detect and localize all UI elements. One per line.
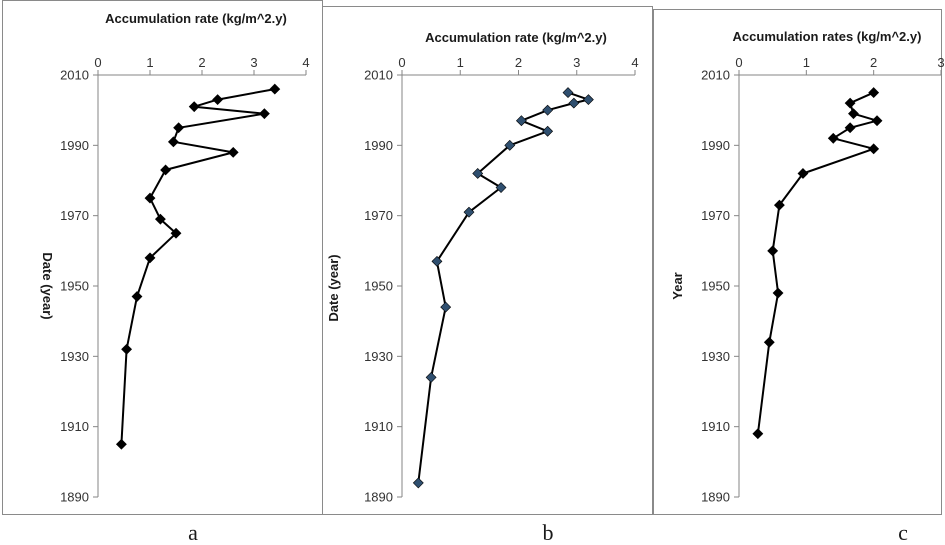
- panel-a-data-point: [115, 438, 127, 450]
- panel-a-data-point: [188, 101, 200, 113]
- panel-a-data-point: [154, 213, 166, 225]
- panel-b: Accumulation rate (kg/m^2.y) Date (year)…: [322, 6, 653, 545]
- panel-a-y-axis-title: Date (year): [40, 252, 55, 319]
- panel-a-data-point: [144, 192, 156, 204]
- panel-c-x-tick-label: 2: [870, 55, 877, 70]
- panel-b-y-tick-label: 1890: [364, 490, 393, 505]
- panel-b-data-point: [542, 104, 554, 116]
- panel-a-y-tick-label: 1950: [60, 279, 89, 294]
- panel-a-caption: a: [188, 520, 198, 545]
- panel-a-y-tick-label: 1990: [60, 138, 89, 153]
- panel-a-x-tick-label: 3: [250, 55, 257, 70]
- panel-c-caption: c: [898, 520, 908, 545]
- panel-c-x-tick-label: 3: [937, 55, 944, 70]
- panel-c-y-tick-label: 1950: [701, 279, 730, 294]
- panel-a-x-tick-label: 0: [94, 55, 101, 70]
- panel-c-frame: [653, 9, 942, 515]
- panel-b-data-point: [568, 97, 580, 109]
- panel-b-data-point: [504, 139, 516, 151]
- panel-b-x-tick-label: 0: [398, 55, 405, 70]
- panel-a: Accumulation rate (kg/m^2.y) Date (year)…: [2, 0, 323, 545]
- panel-b-data-point: [412, 477, 424, 489]
- panel-b-x-tick-label: 3: [573, 55, 580, 70]
- panel-b-y-tick-label: 1970: [364, 208, 393, 223]
- panel-b-data-point: [542, 125, 554, 137]
- panel-a-data-point: [170, 227, 182, 239]
- panel-c-x-tick-label: 1: [803, 55, 810, 70]
- panel-a-data-point: [167, 136, 179, 148]
- panel-c-data-point: [868, 87, 880, 99]
- panel-b-data-point: [562, 87, 574, 99]
- panel-b-x-tick-label: 2: [515, 55, 522, 70]
- panel-c-y-tick-label: 1930: [701, 349, 730, 364]
- panel-b-frame: [322, 6, 653, 515]
- panel-a-x-axis-title: Accumulation rate (kg/m^2.y): [105, 11, 287, 26]
- panel-a-data-point: [160, 164, 172, 176]
- panel-a-plot-area: 0 1 2 3 4 2010 1990 1970 1950 1930 1910 1890: [60, 55, 310, 505]
- panel-b-data-point: [582, 94, 594, 106]
- panel-c-y-tick-label: 1910: [701, 419, 730, 434]
- panel-b-data-point: [515, 115, 527, 127]
- panel-a-data-point: [131, 291, 143, 302]
- panel-b-data-point: [463, 206, 475, 218]
- panel-a-data-point: [121, 343, 133, 355]
- panel-b-caption: b: [543, 520, 554, 545]
- panel-b-data-point: [472, 168, 484, 179]
- panel-c-data-point: [868, 143, 880, 155]
- panel-a-data-point: [144, 252, 156, 264]
- panel-c: Accumulation rates (kg/m^2.y) Year c 0 1 2…: [653, 9, 945, 545]
- panel-b-y-tick-label: 1950: [364, 279, 393, 294]
- panel-c-data-point: [848, 108, 859, 120]
- panel-c-data-point: [844, 97, 856, 109]
- panel-c-data-point: [827, 132, 839, 144]
- panel-a-x-tick-label: 1: [146, 55, 153, 70]
- panel-c-data-point: [763, 336, 775, 348]
- panel-b-data-point: [425, 372, 437, 383]
- panel-a-data-point: [212, 94, 224, 106]
- panel-a-y-tick-label: 1930: [60, 349, 89, 364]
- panel-b-plot-area: 0 1 2 3 4 2010 1990 1970 1950 1930 1910 1890: [364, 55, 639, 505]
- panel-a-y-tick-label: 1890: [60, 490, 89, 505]
- panel-a-data-point: [269, 83, 281, 95]
- panel-b-data-point: [440, 301, 452, 313]
- panel-c-data-point: [773, 199, 785, 211]
- panel-b-series-line: [417, 91, 590, 484]
- panel-c-y-tick-label: 1990: [701, 138, 730, 153]
- panel-b-y-axis-title: Date (year): [326, 254, 341, 321]
- panel-a-x-tick-label: 4: [302, 55, 309, 70]
- panel-c-data-point: [767, 245, 779, 257]
- panel-c-y-axis-title: Year: [670, 272, 685, 299]
- panel-b-x-tick-label: 1: [457, 55, 464, 70]
- panel-a-series-line: [120, 88, 275, 445]
- panel-c-y-tick-label: 2010: [701, 68, 730, 83]
- panel-c-data-point: [772, 287, 784, 299]
- panel-c-series-line: [756, 91, 878, 434]
- panel-c-y-tick-label: 1970: [701, 208, 730, 223]
- panel-a-data-point: [258, 108, 270, 120]
- panel-c-y-tick-label: 1890: [701, 490, 730, 505]
- panel-a-y-tick-label: 2010: [60, 68, 89, 83]
- panel-c-x-axis-title: Accumulation rates (kg/m^2.y): [733, 29, 922, 44]
- panel-c-data-point: [844, 122, 856, 134]
- panel-c-data-point: [871, 115, 883, 127]
- panel-b-y-tick-label: 1930: [364, 349, 393, 364]
- panel-c-data-point: [752, 428, 764, 440]
- panel-a-data-point: [173, 122, 185, 134]
- panel-b-data-point: [495, 182, 507, 193]
- panel-b-y-tick-label: 1910: [364, 419, 393, 434]
- panel-c-x-tick-label: 0: [735, 55, 742, 70]
- panel-b-x-axis-title: Accumulation rate (kg/m^2.y): [425, 30, 607, 45]
- panel-a-y-tick-label: 1970: [60, 208, 89, 223]
- panel-a-x-tick-label: 2: [198, 55, 205, 70]
- panel-a-data-point: [227, 146, 239, 158]
- panel-b-data-point: [431, 255, 443, 267]
- panel-a-y-tick-label: 1910: [60, 419, 89, 434]
- panel-c-data-point: [797, 168, 809, 179]
- panel-b-x-tick-label: 4: [631, 55, 638, 70]
- panel-c-plot-area: 0 1 2 3 2010 1990 1970 1950 1930 1910 1890: [701, 55, 945, 505]
- panel-b-y-tick-label: 2010: [364, 68, 393, 83]
- panel-b-y-tick-label: 1990: [364, 138, 393, 153]
